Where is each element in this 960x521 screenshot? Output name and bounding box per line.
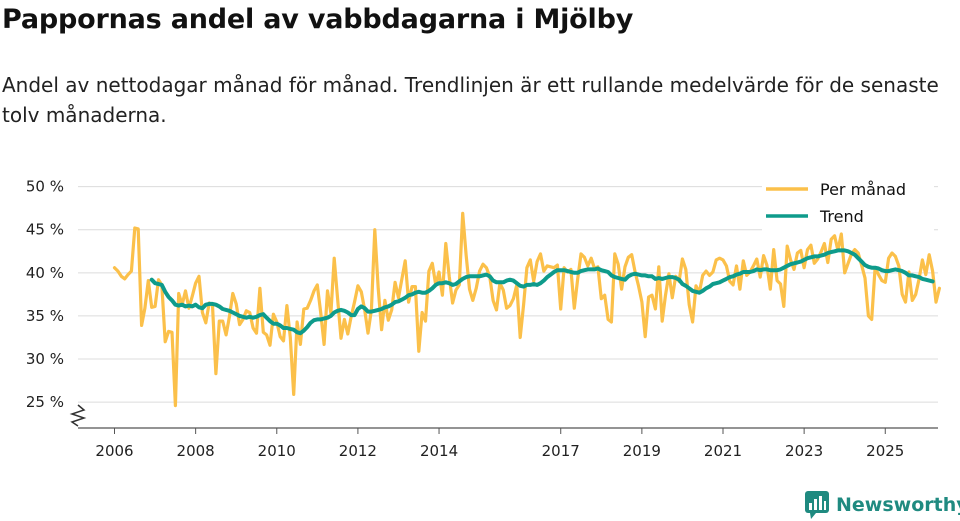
x-tick-label: 2014 [420,442,458,460]
x-tick-label: 2021 [704,442,742,460]
x-tick-label: 2006 [95,442,133,460]
x-tick-label: 2010 [258,442,296,460]
y-tick-label: 25 % [26,393,64,411]
legend-label-trend: Trend [819,207,864,226]
y-axis-tick-labels: 25 % 30 % 35 % 40 % 45 % 50 % [26,178,64,412]
y-tick-label: 30 % [26,350,64,368]
x-tick-label: 2019 [623,442,661,460]
x-tick-label: 2017 [542,442,580,460]
x-tick-label: 2008 [177,442,215,460]
x-axis: 2006 2008 2010 2012 2014 2017 2019 2021 2023 2025 [78,427,938,460]
y-tick-label: 50 % [26,178,64,196]
series-line-per-manad [112,211,941,408]
axis-break-icon [69,404,87,427]
y-tick-label: 40 % [26,264,64,282]
x-tick-label: 2023 [785,442,823,460]
legend-label-per-manad: Per månad [820,180,906,199]
chart-subtitle: Andel av nettodagar månad för månad. Tre… [2,73,939,127]
series-line-trend [149,248,935,336]
y-tick-label: 45 % [26,221,64,239]
brand-name: Newsworthy [836,494,960,516]
legend: Per månad Trend [762,178,934,232]
newsworthy-logo: Newsworthy [804,489,960,521]
y-tick-label: 35 % [26,307,64,325]
x-tick-label: 2025 [866,442,904,460]
legend-background [762,178,934,232]
x-tick-label: 2012 [339,442,377,460]
newsworthy-logo-icon [805,491,829,519]
chart-title: Pappornas andel av vabbdagarna i Mjölby [2,4,634,35]
